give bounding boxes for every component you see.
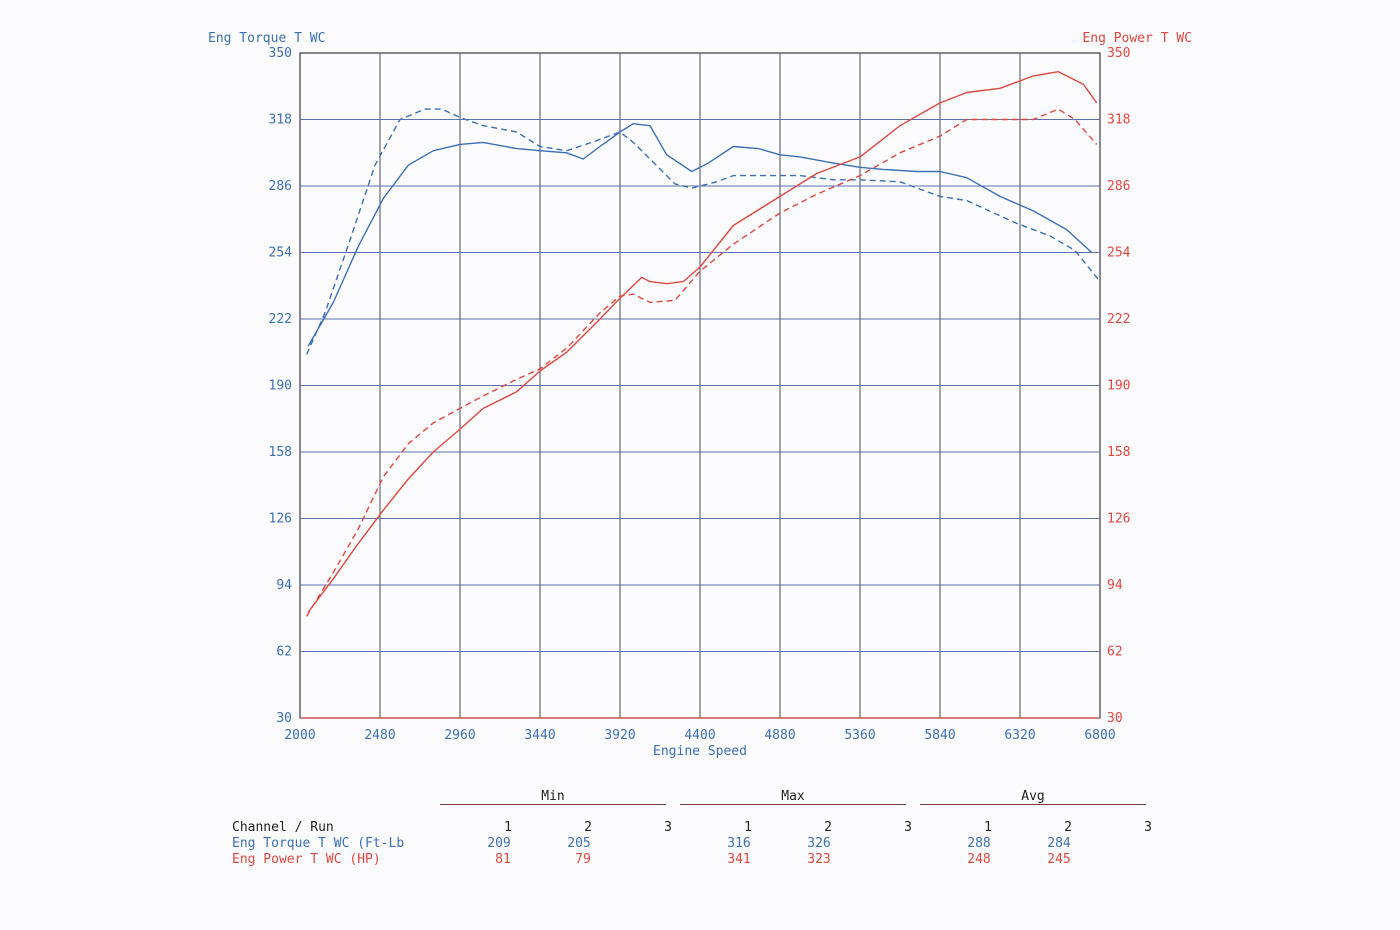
y-right-tick-label: 62 <box>1107 645 1123 660</box>
y-left-tick-label: 94 <box>276 578 292 593</box>
torque-run1-line <box>307 122 1093 347</box>
x-tick-label: 2000 <box>284 728 315 743</box>
y-right-tick-label: 158 <box>1107 445 1130 460</box>
y-right-tick-label: 286 <box>1107 179 1130 194</box>
power-run1-line <box>307 70 1098 613</box>
chart-series <box>306 70 1101 617</box>
x-tick-label: 2960 <box>444 728 475 743</box>
y-right-tick-label: 30 <box>1107 711 1123 726</box>
power-run2-line <box>306 108 1098 617</box>
y-right-tick-label: 254 <box>1107 246 1131 261</box>
y-right-tick-label: 190 <box>1107 379 1130 394</box>
y-left-tick-label: 350 <box>269 46 292 61</box>
x-tick-label: 3440 <box>524 728 555 743</box>
y-right-tick-label: 318 <box>1107 113 1130 128</box>
x-tick-label: 4880 <box>764 728 795 743</box>
x-tick-label: 5360 <box>844 728 875 743</box>
y-left-tick-label: 222 <box>269 312 292 327</box>
x-tick-label: 6320 <box>1004 728 1035 743</box>
y-left-tick-label: 158 <box>269 445 292 460</box>
y-right-tick-label: 94 <box>1107 578 1123 593</box>
y-right-axis-title: Eng Power T WC <box>1082 31 1192 46</box>
x-tick-label: 5840 <box>924 728 955 743</box>
y-left-tick-label: 30 <box>276 711 292 726</box>
y-left-tick-label: 254 <box>269 246 293 261</box>
torque-run2-line <box>306 108 1101 355</box>
y-left-tick-label: 190 <box>269 379 292 394</box>
y-left-tick-label: 62 <box>276 645 292 660</box>
y-left-tick-label: 318 <box>269 113 292 128</box>
y-left-tick-label: 126 <box>269 512 292 527</box>
x-tick-label: 4400 <box>684 728 715 743</box>
y-right-tick-label: 222 <box>1107 312 1130 327</box>
y-right-tick-label: 350 <box>1107 46 1130 61</box>
x-axis-title: Engine Speed <box>653 744 747 759</box>
chart-axes: Eng Torque T WC Eng Power T WC Engine Sp… <box>208 31 1192 759</box>
x-tick-label: 6800 <box>1084 728 1115 743</box>
x-tick-label: 2480 <box>364 728 395 743</box>
x-tick-label: 3920 <box>604 728 635 743</box>
y-left-tick-label: 286 <box>269 179 292 194</box>
y-left-axis-title: Eng Torque T WC <box>208 31 325 46</box>
y-right-tick-label: 126 <box>1107 512 1130 527</box>
chart-grid <box>299 52 1101 719</box>
